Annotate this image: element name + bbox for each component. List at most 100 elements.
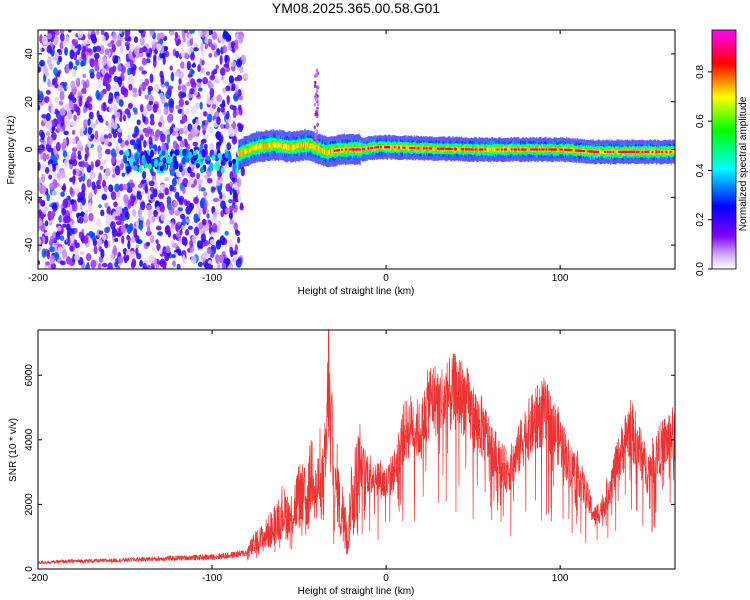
spectrogram-noise-cell [141,179,146,184]
colorbar-tick-label: 0.4 [695,163,706,177]
spectrogram-noise-cell [209,87,215,98]
spectrogram-weak-cell [209,162,214,172]
spectrogram-noise-cell [107,133,113,139]
spectrogram-core-cell [622,150,625,153]
spectrogram-weak-cell [221,160,226,166]
spectrogram-noise-cell [64,35,70,45]
spectrogram-trace-cell [360,148,362,153]
spectrogram-trace-cell [600,149,603,154]
spectrogram-noise-cell [196,240,203,249]
spectrogram-noise-cell [103,185,108,193]
spectrogram-noise-cell [59,41,64,50]
spectrogram-trace-cell [256,143,259,149]
spectrogram-noise-cell [118,205,123,215]
spectrogram-noise-cell [80,50,87,60]
spectrogram-noise-cell [97,151,103,160]
spectrogram-trace-cell [368,146,371,151]
spectrogram-noise-cell [209,142,215,153]
spectrogram-noise-cell [150,234,155,244]
spectrogram-noise-cell [149,113,155,121]
spectrogram-noise-cell [209,83,214,88]
spectrogram-core-cell [647,150,650,153]
spectrogram-noise-cell [175,50,180,58]
spectrogram-trace-cell [331,148,333,154]
spectrogram-noise-cell [183,52,189,59]
spectrogram-noise-cell [177,221,182,226]
spectrogram-noise-cell [179,127,184,135]
spectrogram-trace-cell [321,148,324,154]
spectrogram-trace-cell [287,143,289,149]
spectrogram-trace-cell [318,147,321,153]
spectrogram-noise-cell [120,65,127,74]
x-tick-label: -200 [28,273,48,284]
spectrogram-noise-cell [239,125,244,131]
spectrogram-noise-cell [118,94,125,100]
spectrogram-trace-cell [261,143,263,149]
spectrogram-trace-cell [317,146,320,152]
spectrogram-noise-cell [122,88,128,93]
spectrogram-core-cell [340,148,343,151]
spectrogram-noise-cell [176,39,182,45]
spectrogram-noise-cell [48,163,53,173]
spectrogram-noise-cell [139,104,144,113]
spectrogram-noise-cell [230,60,237,68]
spectrogram-core-cell [569,149,572,152]
spectrogram-core-cell [567,148,570,152]
spectrogram-noise-cell [138,207,143,218]
spectrogram-noise-cell [133,36,139,43]
spectrogram-noise-cell [239,66,244,74]
spectrogram-weak-cell [224,150,229,159]
spectrogram-noise-cell [104,48,110,56]
spectrogram-noise-cell [170,222,175,229]
spectrogram-noise-cell [240,54,247,65]
spectrogram-noise-cell [203,191,208,197]
spectrogram-noise-cell [142,127,149,134]
spectrogram-noise-cell [240,167,245,177]
spectrogram-noise-cell [197,261,203,267]
spectrogram-noise-cell [219,67,226,76]
spectrogram-core-cell [409,146,412,149]
spectrogram-noise-cell [144,185,149,194]
spectrogram-core-cell [371,146,374,149]
spectrogram-trace-cell [280,142,283,148]
spectrogram-noise-cell [114,55,119,64]
spectrogram-noise-cell [110,191,117,201]
spectrogram-noise-cell [177,85,182,91]
spectrogram-trace-cell [326,148,329,154]
y-tick-label: 20 [24,96,35,108]
spectrogram-noise-cell [125,254,130,261]
spectrogram-core-cell [481,148,484,151]
spectrogram-trace-cell [671,149,674,154]
spectrogram-noise-cell [131,68,136,77]
spectrogram-noise-cell [101,55,108,66]
spectrogram-core-cell [580,149,583,152]
spectrogram-noise-cell [138,30,144,34]
spectrogram-noise-cell [128,83,133,91]
spectrogram-core-cell [617,150,620,153]
spectrogram-noise-cell [239,202,244,209]
spectrogram-core-cell [449,147,452,151]
spectrogram-trace-cell [506,147,509,152]
spectrogram-noise-cell [118,236,122,243]
spectrogram-noise-cell [38,151,41,161]
spectrogram-trace-cell [282,142,284,148]
spectrogram-noise-cell [69,245,74,252]
spectrogram-noise-cell [116,232,122,237]
spectrogram-noise-cell [63,215,69,224]
spectrogram-noise-cell [189,30,195,34]
spectrogram-noise-cell [100,209,105,217]
spectrogram-core-cell [535,148,538,151]
spectrogram-weak-cell [227,153,232,162]
spectrogram-noise-cell [179,140,186,148]
spectrogram-noise-cell [42,152,47,163]
spectrogram-noise-cell [65,223,71,231]
spectrogram-trace-cell [457,147,459,152]
spectrogram-noise-cell [216,209,220,215]
spectrogram-noise-cell [139,66,144,71]
spectrogram-noise-cell [160,74,165,85]
spectrogram-trace-cell [602,150,605,155]
spectrogram-core-cell [513,148,516,151]
spectrogram-trace-cell [573,147,575,152]
spectrogram-noise-cell [198,87,203,92]
